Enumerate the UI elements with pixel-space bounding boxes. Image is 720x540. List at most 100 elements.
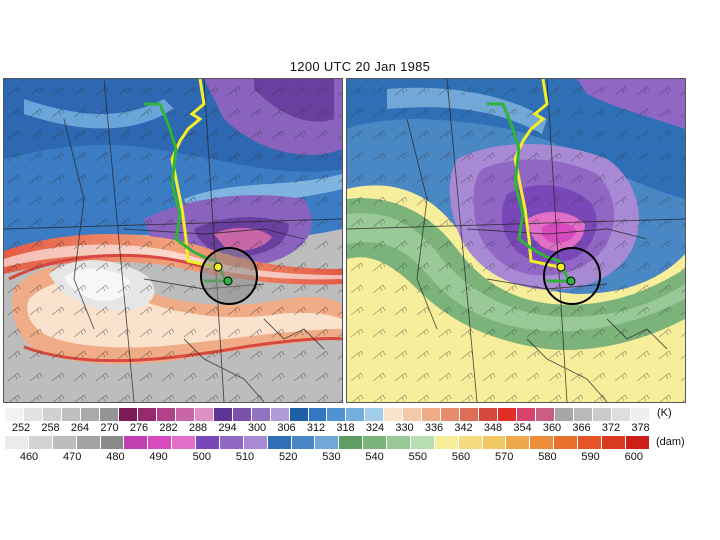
dam-swatch [339,436,364,449]
kelvin-swatch [289,408,309,421]
kelvin-swatch [270,408,290,421]
kelvin-swatch [42,408,62,421]
dam-tick-label: 460 [19,451,39,463]
kelvin-tick-label: 324 [365,422,385,434]
dam-swatch [28,436,53,449]
dam-swatch [124,436,149,449]
dam-tick-label: 500 [192,451,211,463]
kelvin-tick-label: 372 [601,422,621,434]
dam-swatch [148,436,173,449]
kelvin-swatch [574,408,594,421]
kelvin-swatch [327,408,347,421]
kelvin-swatch [593,408,612,421]
kelvin-tick-label: 276 [129,422,149,434]
dam-swatch [291,436,316,449]
colorbar-dam [5,436,650,449]
dam-swatch [243,436,268,449]
coastlines-right [347,79,685,402]
kelvin-swatch [536,408,556,421]
kelvin-tick-label: 366 [572,422,591,434]
dam-swatch [363,436,387,449]
dam-swatch [76,436,101,449]
kelvin-swatch [441,408,461,421]
kelvin-swatch [308,408,328,421]
dam-tick-label: 510 [235,451,255,463]
dam-tick-label: 600 [624,451,643,463]
kelvin-swatch [213,408,233,421]
dam-swatch [267,436,292,449]
kelvin-tick-label: 354 [513,422,532,434]
dam-tick-label: 490 [149,451,168,463]
dam-tick-label: 530 [322,451,341,463]
kelvin-tick-label: 294 [218,422,237,434]
kelvin-swatch [232,408,252,421]
dam-tick-label: 480 [106,451,125,463]
kelvin-swatch [80,408,100,421]
colorbar-dam-unit: (dam) [656,436,685,448]
colorbar-dam-labels: 460 470 480 490 500 510 520 530 540 550 560 570 580 5… [5,451,655,465]
dam-swatch [52,436,77,449]
dam-swatch [554,436,578,449]
dam-swatch [578,436,602,449]
kelvin-tick-label: 282 [159,422,178,434]
dam-swatch [482,436,507,449]
kelvin-swatch [498,408,518,421]
kelvin-tick-label: 264 [70,422,90,434]
dam-swatch [315,436,340,449]
coastlines [4,79,342,402]
kelvin-tick-label: 300 [247,422,267,434]
kelvin-swatch [99,408,119,421]
kelvin-swatch [175,408,195,421]
kelvin-swatch [384,408,404,421]
dam-swatch [530,436,555,449]
kelvin-swatch [118,408,138,421]
dam-tick-label: 580 [538,451,557,463]
kelvin-swatch [517,408,537,421]
dam-swatch [100,436,125,449]
kelvin-tick-label: 336 [424,422,444,434]
green-track-endpoint-right [566,276,576,286]
dam-tick-label: 570 [495,451,514,463]
kelvin-swatch [251,408,271,421]
colorbar-kelvin [5,408,650,421]
kelvin-tick-label: 288 [188,422,208,434]
circle-marker [200,247,258,305]
kelvin-swatch [23,408,43,421]
kelvin-swatch [403,408,423,421]
dam-swatch [458,436,483,449]
circle-marker-right [543,247,601,305]
kelvin-tick-label: 342 [454,422,473,434]
kelvin-swatch [479,408,499,421]
left-map-panel [3,78,343,403]
yellow-track-endpoint-right [556,262,566,272]
kelvin-swatch [422,408,442,421]
kelvin-swatch [555,408,575,421]
kelvin-tick-label: 348 [483,422,503,434]
yellow-track-endpoint [213,262,223,272]
dam-tick-label: 560 [451,451,471,463]
dam-swatch [219,436,244,449]
kelvin-swatch [137,408,157,421]
kelvin-tick-label: 252 [11,422,31,434]
figure-title: 1200 UTC 20 Jan 1985 [289,59,431,74]
dam-swatch [196,436,220,449]
dam-swatch [5,436,29,449]
dam-swatch [410,436,435,449]
dam-tick-label: 520 [279,451,298,463]
dam-tick-label: 590 [581,451,600,463]
kelvin-tick-label: 318 [336,422,355,434]
dam-swatch [387,436,411,449]
green-track-right [487,102,572,283]
kelvin-swatch [194,408,214,421]
dam-swatch [625,436,650,449]
dam-tick-label: 540 [365,451,384,463]
green-track-endpoint [223,276,233,286]
dam-tick-label: 470 [63,451,82,463]
dam-swatch [601,436,626,449]
kelvin-swatch [156,408,176,421]
kelvin-tick-label: 258 [41,422,60,434]
kelvin-swatch [612,408,631,421]
dam-swatch [434,436,459,449]
colorbar-kelvin-labels: 252 258 264 270 276 282 288 294 300 306 312 318 324 3… [5,422,655,436]
kelvin-tick-label: 306 [277,422,296,434]
